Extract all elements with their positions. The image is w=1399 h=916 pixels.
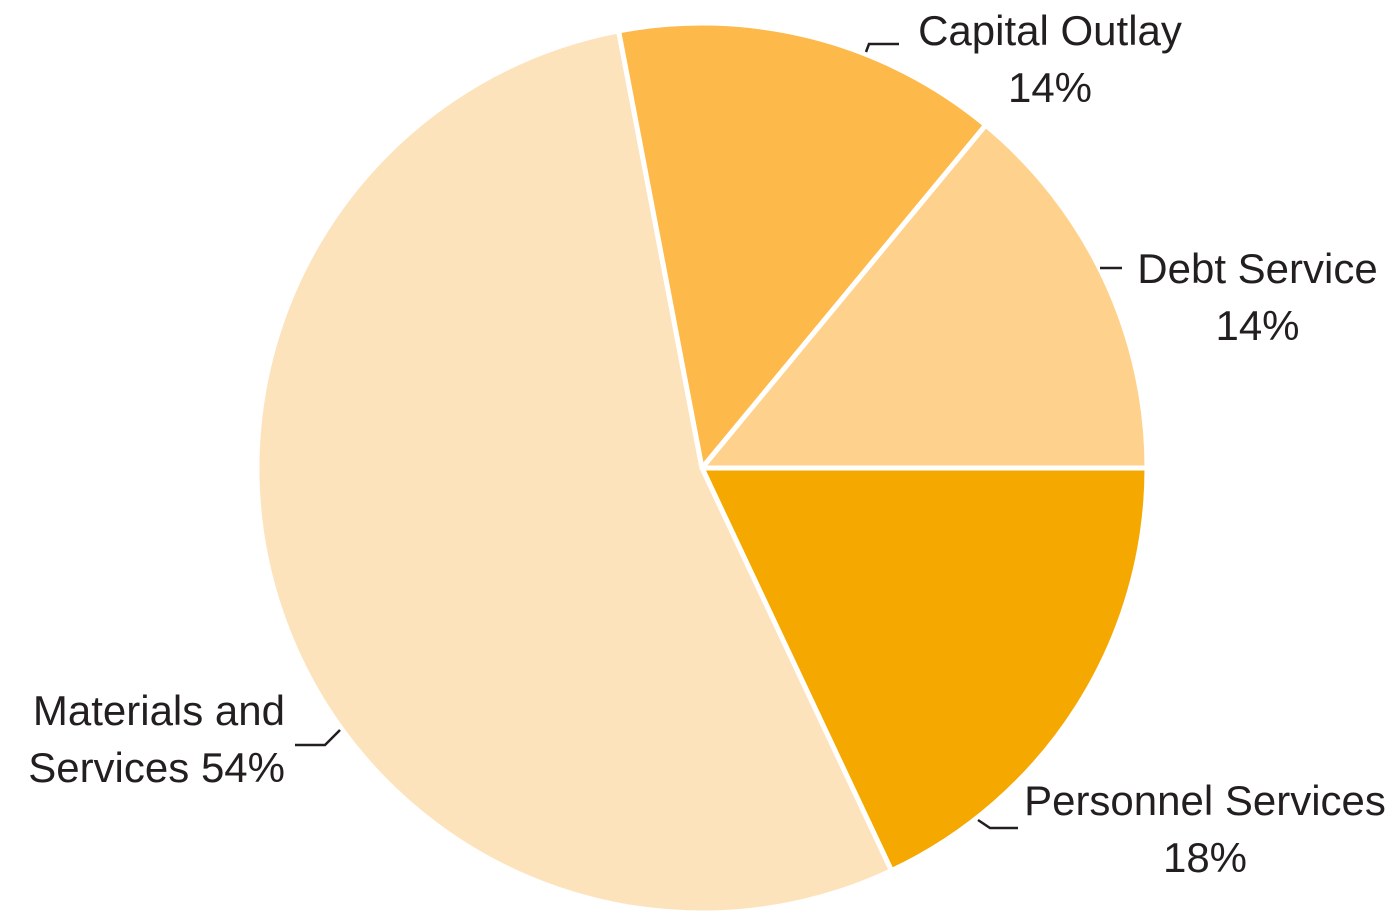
slice-label: Debt Service 14% <box>1120 240 1395 354</box>
category-name: Debt Service <box>1137 245 1378 292</box>
value-label: 14% <box>1007 64 1093 111</box>
slice-label: Personnel Services 18% <box>1010 772 1399 886</box>
category-name: Capital Outlay <box>918 7 1182 54</box>
value-label: 54% <box>200 744 285 791</box>
category-name: Personnel Services <box>1024 777 1386 824</box>
value-label: 14% <box>1215 302 1300 349</box>
pie-slice <box>616 20 989 471</box>
value-label: 18% <box>1162 834 1248 881</box>
leader-line <box>864 42 899 53</box>
pie-slice <box>699 122 1150 471</box>
leader-line <box>977 818 1018 830</box>
pie-slice <box>254 28 894 916</box>
leader-line <box>295 729 341 747</box>
pie-slice <box>699 465 1150 874</box>
slice-label: Capital Outlay 14% <box>890 2 1210 116</box>
category-name: Materials and Services <box>28 687 285 791</box>
slice-label: Materials and Services 54% <box>0 682 285 796</box>
